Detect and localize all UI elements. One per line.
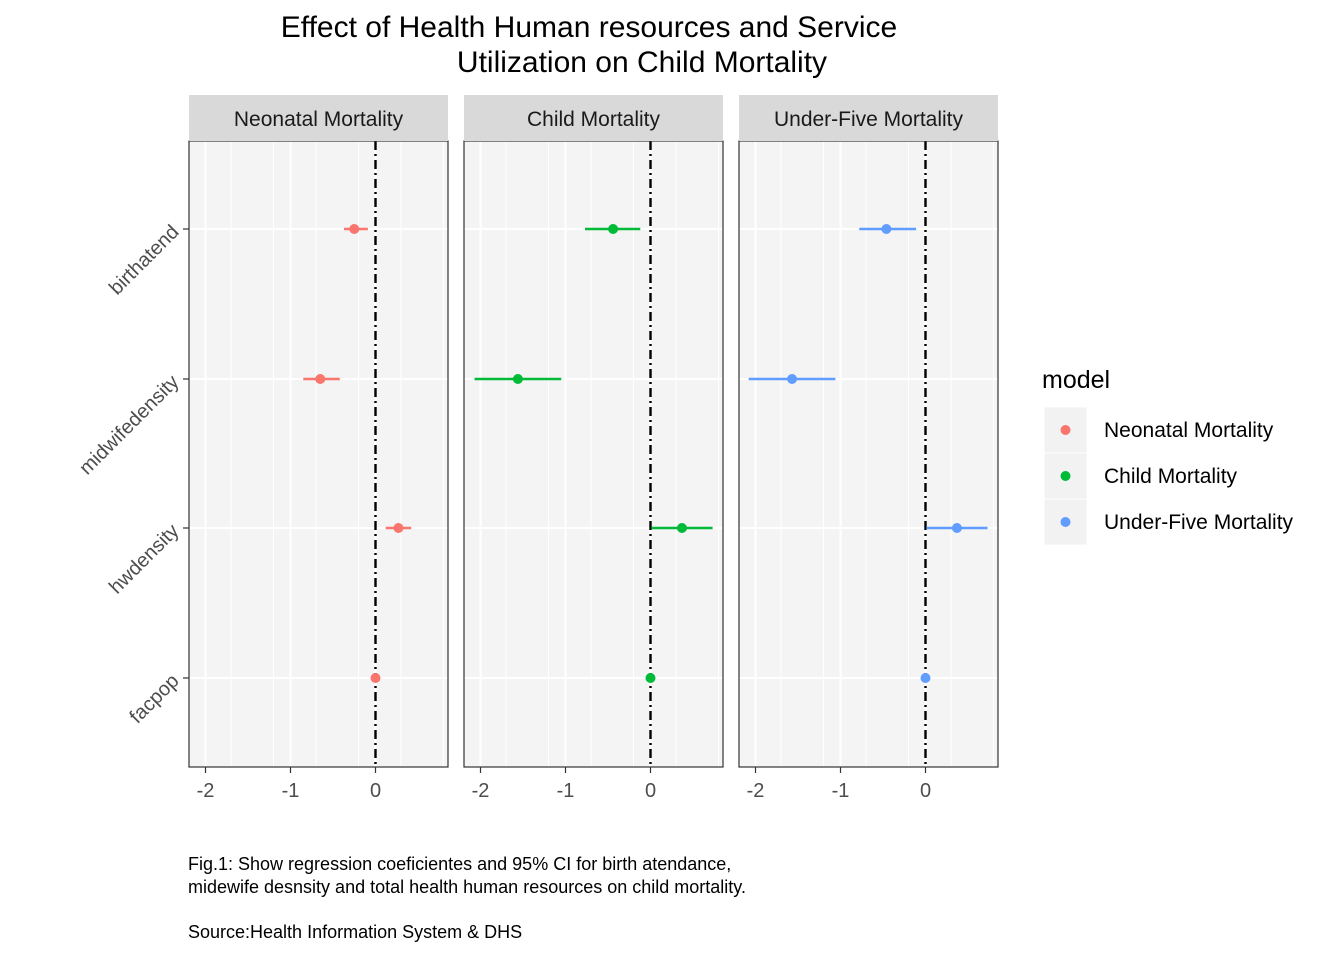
panel-under-five-mortality: Under-Five Mortality -2 -1 0 — [738, 95, 999, 802]
caption-line-1: Fig.1: Show regression coeficientes and … — [188, 854, 731, 874]
y-tick-label-hwdensity: hwdensity — [105, 520, 183, 598]
estimate-point-facpop — [920, 673, 931, 683]
strip-label: Neonatal Mortality — [234, 108, 404, 131]
estimate-point-midwifedensity — [512, 374, 523, 384]
legend-key-under-five-mortality — [1060, 517, 1071, 527]
x-tick-label: -1 — [832, 780, 850, 802]
estimate-point-midwifedensity — [315, 374, 326, 384]
legend-label-under-five-mortality: Under-Five Mortality — [1104, 511, 1294, 534]
panel-neonatal-mortality: Neonatal Mortality -2 -1 0 — [188, 95, 449, 802]
legend-label-child-mortality: Child Mortality — [1104, 465, 1238, 488]
chart-title: Effect of Health Human resources and Ser… — [281, 11, 897, 79]
y-tick-label-midwifedensity: midwifedensity — [75, 371, 183, 479]
figure-caption: Fig.1: Show regression coeficientes and … — [188, 854, 746, 942]
chart-title-line-2: Utilization on Child Mortality — [457, 46, 827, 79]
y-axis: birthatend midwifedensity hwdensity facpop — [75, 221, 189, 728]
strip-background — [464, 95, 723, 141]
x-tick-label: 0 — [920, 780, 931, 802]
x-tick-label: -2 — [747, 780, 765, 802]
x-tick-label: -1 — [557, 780, 575, 802]
estimate-point-birthatend — [608, 224, 619, 234]
strip-background — [189, 95, 448, 141]
panel-background — [464, 141, 723, 767]
legend-label-neonatal-mortality: Neonatal Mortality — [1104, 419, 1274, 442]
estimate-point-facpop — [645, 673, 656, 683]
estimate-point-facpop — [370, 673, 381, 683]
caption-line-2: midewife desnsity and total health human… — [188, 877, 746, 897]
x-tick-label: -1 — [282, 780, 300, 802]
strip-label: Child Mortality — [527, 108, 661, 131]
caption-source: Source:Health Information System & DHS — [188, 922, 522, 942]
facet-panels: Neonatal Mortality -2 -1 0 Child Mortality -2… — [188, 95, 999, 802]
strip-background — [739, 95, 998, 141]
chart-title-line-1: Effect of Health Human resources and Ser… — [281, 11, 897, 44]
y-tick-label-birthatend: birthatend — [105, 221, 183, 299]
panel-background — [189, 141, 448, 767]
legend-key-neonatal-mortality — [1060, 425, 1071, 435]
legend-title: model — [1042, 366, 1110, 394]
x-tick-label: -2 — [197, 780, 215, 802]
estimate-point-hwdensity — [951, 523, 962, 533]
y-tick-label-facpop: facpop — [126, 670, 184, 728]
estimate-point-midwifedensity — [787, 374, 798, 384]
strip-label: Under-Five Mortality — [774, 108, 964, 131]
estimate-point-birthatend — [349, 224, 360, 234]
estimate-point-hwdensity — [393, 523, 404, 533]
x-tick-label: 0 — [370, 780, 381, 802]
legend-key-child-mortality — [1060, 471, 1071, 481]
x-tick-label: 0 — [645, 780, 656, 802]
legend: model Neonatal Mortality Child Mortality U… — [1042, 366, 1294, 546]
x-tick-label: -2 — [472, 780, 490, 802]
estimate-point-hwdensity — [676, 523, 687, 533]
panel-background — [739, 141, 998, 767]
panel-child-mortality: Child Mortality -2 -1 0 — [463, 95, 724, 802]
estimate-point-birthatend — [881, 224, 892, 234]
